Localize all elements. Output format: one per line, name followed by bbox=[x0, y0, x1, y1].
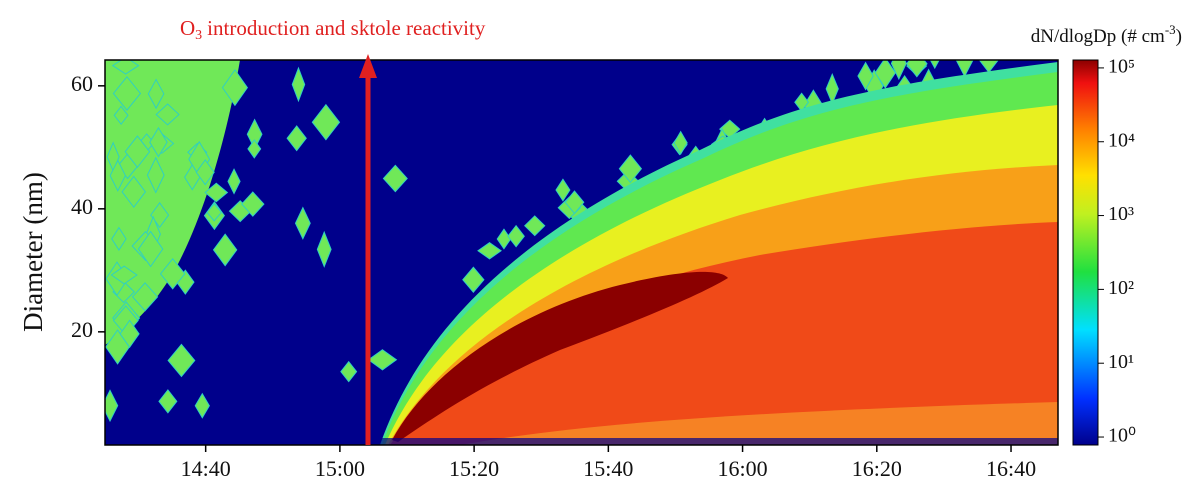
colorbar-tick-label: 10⁴ bbox=[1108, 129, 1135, 151]
speckle bbox=[524, 215, 546, 237]
speckle bbox=[206, 203, 223, 222]
colorbar-label-rest: ) bbox=[1176, 26, 1182, 47]
y-axis-label: Diameter (nm) bbox=[18, 172, 48, 332]
plume-red bbox=[390, 222, 1058, 445]
speckle bbox=[121, 175, 147, 209]
speckle bbox=[212, 233, 238, 267]
speckle bbox=[995, 21, 1008, 49]
speckle bbox=[158, 389, 178, 414]
y-tick-label: 40 bbox=[71, 194, 93, 219]
x-tick-label: 14:40 bbox=[181, 456, 231, 481]
speckle bbox=[507, 224, 525, 248]
speckle bbox=[149, 126, 168, 158]
speckle bbox=[111, 226, 127, 252]
speckle bbox=[291, 66, 306, 103]
x-tick-label: 15:20 bbox=[449, 456, 499, 481]
speckle bbox=[109, 159, 126, 192]
colorbar-label: dN/dlogDp (# cm-3) bbox=[1031, 22, 1182, 47]
speckle bbox=[1000, 17, 1019, 45]
y-tick-label: 20 bbox=[71, 317, 93, 342]
x-tick-label: 16:20 bbox=[852, 456, 902, 481]
speckle bbox=[618, 154, 643, 184]
colorbar-tick-label: 10¹ bbox=[1108, 351, 1134, 373]
speckle bbox=[874, 60, 896, 89]
speckle bbox=[929, 60, 940, 70]
x-tick-label: 15:00 bbox=[315, 456, 365, 481]
speckle bbox=[241, 191, 265, 217]
speckle bbox=[194, 392, 210, 419]
x-tick-label: 16:00 bbox=[718, 456, 768, 481]
speckle bbox=[1013, 22, 1032, 52]
annotation-rest: introduction and sktole reactivity bbox=[207, 16, 486, 40]
speckle bbox=[221, 69, 249, 107]
speckle bbox=[316, 230, 332, 268]
speckle bbox=[159, 258, 186, 290]
speckle bbox=[340, 360, 358, 383]
speckle bbox=[110, 265, 138, 285]
speckle bbox=[137, 230, 164, 268]
colorbar-label-text: dN/dlogDp (# cm bbox=[1031, 26, 1165, 47]
speckle bbox=[105, 389, 119, 423]
arrow-head bbox=[359, 54, 377, 78]
heatmap bbox=[105, 17, 1058, 445]
colorbar-tick-label: 10³ bbox=[1108, 203, 1134, 225]
colorbar-label-superscript: -3 bbox=[1165, 22, 1176, 37]
speckle bbox=[167, 343, 196, 378]
speckle bbox=[111, 60, 140, 75]
speckle bbox=[477, 242, 502, 260]
speckle bbox=[195, 159, 215, 186]
colorbar-tick-label: 10⁵ bbox=[1108, 56, 1135, 78]
speckle bbox=[227, 168, 241, 195]
y-tick-label: 60 bbox=[71, 71, 93, 96]
colorbar-tick-label: 10² bbox=[1108, 277, 1134, 299]
speckle bbox=[857, 61, 874, 91]
speckle bbox=[286, 125, 307, 152]
speckle bbox=[996, 27, 1015, 53]
speckle bbox=[382, 164, 408, 193]
speckle bbox=[294, 206, 311, 240]
speckle bbox=[367, 349, 398, 371]
speckle bbox=[131, 282, 159, 312]
speckle bbox=[311, 103, 341, 141]
plot-frame bbox=[104, 59, 1059, 446]
speckle bbox=[673, 130, 688, 156]
speckle bbox=[124, 135, 151, 169]
speckle bbox=[906, 60, 928, 78]
speckle bbox=[155, 103, 180, 126]
speckle bbox=[119, 319, 140, 349]
colorbar-tick-label: 10⁰ bbox=[1108, 425, 1136, 447]
plume-core bbox=[392, 271, 728, 442]
annotation-text: O bbox=[180, 16, 195, 40]
annotation-subscript: 3 bbox=[195, 28, 202, 43]
speckle bbox=[555, 178, 571, 202]
x-tick-label: 15:40 bbox=[583, 456, 633, 481]
speckle bbox=[112, 75, 142, 111]
speckle bbox=[890, 60, 907, 81]
speckle bbox=[988, 28, 1011, 55]
speckle bbox=[987, 32, 1010, 49]
speckle bbox=[462, 266, 485, 293]
speckle bbox=[146, 156, 165, 194]
speckle bbox=[113, 105, 129, 125]
x-tick-label: 16:40 bbox=[986, 456, 1036, 481]
speckle bbox=[564, 190, 585, 215]
low-concentration-region bbox=[105, 60, 240, 345]
speckle bbox=[247, 139, 262, 159]
annotation: O3 introduction and sktole reactivity bbox=[180, 16, 486, 43]
speckle bbox=[147, 78, 165, 110]
plume-base bbox=[460, 402, 1058, 445]
heatmap-floor bbox=[105, 438, 1058, 445]
colorbar bbox=[1072, 59, 1099, 446]
speckle bbox=[204, 182, 229, 203]
